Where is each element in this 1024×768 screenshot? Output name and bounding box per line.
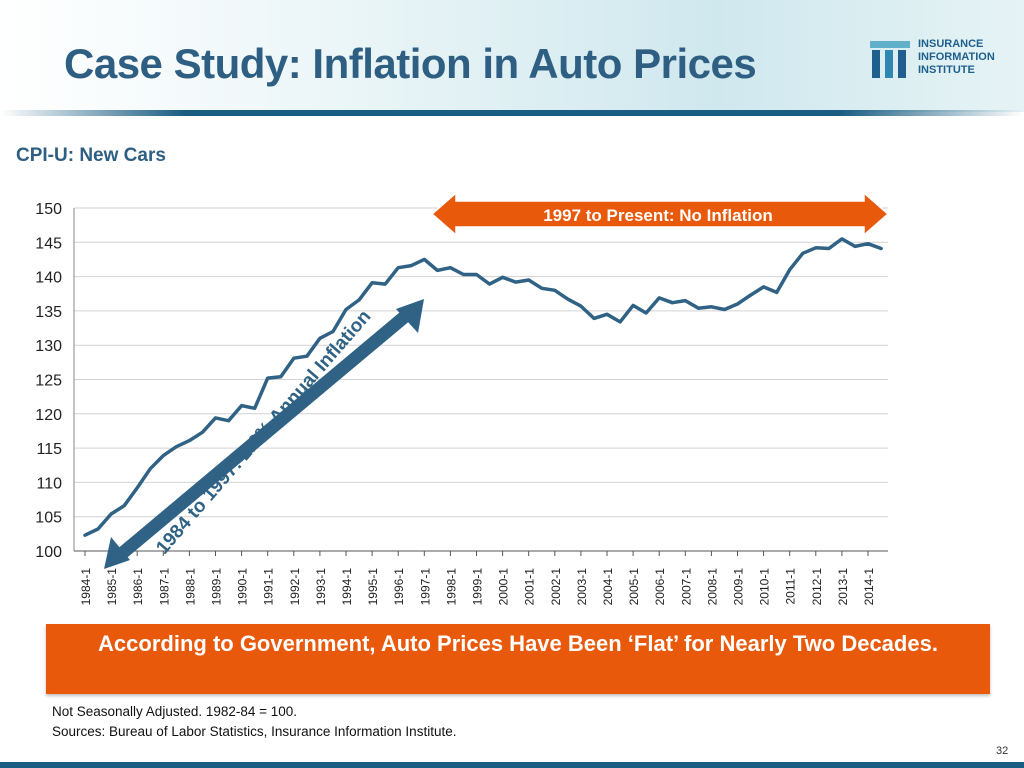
x-tick-label: 2009-1 — [732, 568, 746, 606]
inflation-arrow-head-end — [396, 299, 424, 333]
y-tick-label: 130 — [35, 338, 62, 355]
x-tick-label: 2002-1 — [549, 568, 563, 606]
x-tick-label: 1992-1 — [288, 568, 302, 606]
x-tick-label: 1990-1 — [236, 568, 250, 606]
y-tick-label: 140 — [35, 270, 62, 287]
logo-line: INSTITUTE — [918, 64, 975, 76]
inflation-arrow-head-start — [104, 537, 130, 569]
y-tick-label: 105 — [35, 510, 62, 527]
y-tick-label: 150 — [35, 201, 62, 218]
x-tick-label: 1996-1 — [392, 568, 406, 606]
x-tick-label: 1987-1 — [157, 568, 171, 606]
x-tick-label: 2011-1 — [784, 568, 798, 605]
callout-banner: According to Government, Auto Prices Hav… — [46, 624, 990, 694]
page-title: Case Study: Inflation in Auto Prices — [64, 40, 757, 87]
y-tick-label: 120 — [35, 407, 62, 424]
x-tick-label: 1988-1 — [183, 568, 197, 606]
y-tick-label: 110 — [36, 475, 62, 492]
x-tick-label: 1984-1 — [79, 568, 93, 606]
x-tick-label: 1999-1 — [471, 568, 485, 606]
header-band — [0, 0, 1024, 112]
cpi-line-chart: 100 105 110 115 120 125 130 135 140 145 150 1984-1 1… — [35, 191, 890, 606]
footer-bar — [0, 762, 1024, 768]
inflation-label: 1984 to 1997: 2.6% Annual Inflation — [152, 306, 375, 558]
header-divider — [0, 110, 1024, 116]
x-tick-label: 1998-1 — [444, 568, 458, 606]
x-tick-label: 1993-1 — [314, 568, 328, 606]
x-tick-label: 2003-1 — [575, 568, 589, 606]
x-tick-label: 2012-1 — [810, 568, 824, 606]
x-tick-label: 2008-1 — [705, 568, 719, 606]
y-tick-label: 145 — [35, 235, 62, 252]
x-tick-label: 1995-1 — [366, 568, 380, 606]
x-tick-label: 2007-1 — [679, 568, 693, 606]
no-inflation-arrow — [430, 191, 890, 237]
iii-logo-icon — [870, 41, 910, 78]
x-tick-label: 2013-1 — [836, 568, 850, 606]
x-tick-label: 1985-1 — [105, 568, 119, 606]
series-line — [83, 237, 883, 537]
x-tick-label: 1997-1 — [418, 568, 432, 606]
x-tick-label: 1989-1 — [210, 568, 224, 606]
x-tick-label: 2004-1 — [601, 568, 615, 606]
logo-line: INSURANCE — [918, 38, 984, 50]
source-note: Sources: Bureau of Labor Statistics, Ins… — [52, 724, 457, 739]
x-tick-label: 2010-1 — [758, 568, 772, 606]
y-tick-label: 125 — [35, 373, 62, 390]
y-tick-label: 100 — [35, 544, 62, 561]
page-number: 32 — [996, 745, 1009, 757]
logo-text: INSURANCE INFORMATION INSTITUTE — [918, 38, 995, 77]
x-tick-label: 1994-1 — [340, 568, 354, 606]
iii-logo: INSURANCE INFORMATION INSTITUTE — [868, 38, 1018, 82]
footnote: Not Seasonally Adjusted. 1982-84 = 100. — [52, 704, 298, 719]
x-tick-label: 1986-1 — [131, 568, 145, 606]
y-tick-label: 115 — [36, 441, 62, 458]
x-tick-label: 2005-1 — [627, 568, 641, 606]
no-inflation-label: 1997 to Present: No Inflation — [543, 206, 773, 225]
x-tick-label: 2000-1 — [497, 568, 511, 606]
logo-line: INFORMATION — [918, 51, 995, 63]
x-tick-label: 2006-1 — [653, 568, 667, 606]
y-tick-label: 135 — [35, 304, 62, 321]
x-tick-label: 2014-1 — [862, 568, 876, 606]
x-tick-label: 2001-1 — [523, 568, 537, 606]
inflation-arrow-shaft — [114, 308, 414, 561]
x-tick-label: 1991-1 — [262, 568, 276, 606]
chart-subtitle: CPI-U: New Cars — [16, 145, 166, 166]
